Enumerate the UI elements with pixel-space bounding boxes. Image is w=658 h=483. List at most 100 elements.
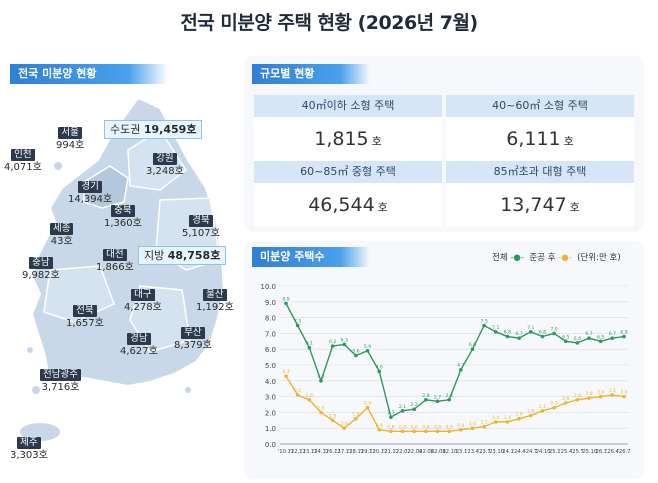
data-label: 2.7 — [434, 394, 441, 400]
data-label: 3.1 — [609, 388, 616, 394]
data-label: 1.0 — [469, 421, 476, 427]
scale-cell-large: 85㎡초과 대형 주택 13,747 호 — [446, 161, 634, 227]
region-daegu: 대구 4,278호 — [124, 289, 162, 313]
x-tick-label: '25.1 — [548, 449, 561, 455]
data-point — [482, 424, 486, 429]
y-tick-label: 10.0 — [260, 283, 276, 291]
region-incheon: 인천 4,071호 — [4, 149, 42, 173]
data-point — [622, 394, 626, 399]
data-label: 4.7 — [457, 363, 464, 369]
chart-panel — [244, 241, 644, 479]
region-jeju: 제주 3,303호 — [10, 437, 48, 461]
data-label: 2.2 — [411, 402, 418, 408]
data-point — [365, 405, 370, 410]
region-gyeongbuk: 경북 5,107호 — [182, 215, 220, 239]
data-point — [622, 334, 626, 339]
data-label: 5.6 — [352, 349, 359, 355]
data-label: 6.8 — [620, 330, 627, 336]
x-tick-label: '22.02 — [394, 449, 410, 455]
data-point — [528, 330, 533, 334]
data-point — [447, 397, 451, 402]
data-label: 2.8 — [306, 393, 313, 399]
data-point — [563, 339, 568, 344]
region-jeonbuk: 전북 1,657호 — [66, 305, 104, 329]
data-point — [459, 367, 463, 372]
data-point — [284, 301, 288, 306]
x-tick-label: '18.12 — [348, 449, 364, 455]
data-point — [424, 397, 428, 402]
data-point — [319, 410, 323, 415]
region-ulsan: 울산 1,192호 — [196, 289, 234, 313]
data-point — [540, 409, 545, 413]
data-point — [389, 429, 393, 434]
x-tick-label: '16.12 — [324, 449, 340, 455]
x-tick-label: '25.7 — [571, 449, 584, 455]
data-label: 2.6 — [562, 396, 569, 402]
data-label: 1.1 — [480, 420, 487, 426]
data-label: 1.4 — [504, 415, 511, 421]
data-label: 2.1 — [399, 404, 406, 410]
chart-section-tag: 미분양 주택수 — [252, 247, 370, 267]
data-label: 1.0 — [341, 421, 348, 427]
data-label: 3.0 — [620, 390, 627, 396]
data-label: 8.9 — [282, 296, 289, 302]
data-point — [575, 341, 580, 345]
data-label: 0.9 — [376, 423, 383, 429]
data-point — [412, 429, 417, 434]
data-point — [493, 330, 498, 334]
data-label: 6.7 — [515, 331, 522, 337]
data-point — [365, 348, 370, 353]
series-line-completed — [285, 375, 625, 433]
data-label: 4.6 — [376, 364, 383, 370]
data-point — [482, 323, 486, 328]
data-label: 6.2 — [329, 339, 336, 345]
data-point — [284, 374, 288, 378]
data-label: 6.1 — [306, 341, 313, 347]
data-label: 2.9 — [585, 391, 592, 397]
scale-cell-label: 40~60㎡ 소형 주택 — [446, 95, 634, 117]
data-point — [435, 399, 440, 404]
region-gyeonggi: 경기 14,394호 — [68, 181, 113, 205]
x-tick-label: '20.12 — [371, 449, 387, 455]
x-tick-label: '25.4 — [559, 449, 573, 455]
unsold-housing-line-chart: 0.0 1.0 2.0 3.0 4.0 5.0 6.0 7.0 8.0 9.0 10.0 '10.12… — [260, 283, 631, 455]
data-label: 2.3 — [364, 401, 371, 407]
data-label: 7.1 — [527, 325, 534, 331]
data-point — [307, 345, 312, 350]
legend-completed-label: 준공 후 — [529, 253, 556, 263]
data-label: 5.9 — [364, 344, 371, 350]
data-label: 4.3 — [282, 369, 289, 375]
data-point — [505, 334, 510, 339]
data-label: 1.6 — [515, 412, 522, 418]
region-daejeon: 대전 1,866호 — [96, 249, 134, 273]
data-label: 2.0 — [317, 405, 324, 411]
capital-area-callout: 수도권 19,459호 — [104, 120, 203, 139]
data-label: 3.1 — [294, 388, 301, 394]
data-label: 0.8 — [422, 424, 429, 430]
y-tick-label: 2.0 — [265, 409, 276, 417]
data-point — [389, 415, 393, 419]
data-point — [447, 429, 451, 434]
x-tick-label: '24.10 — [534, 449, 550, 455]
data-label: 6.7 — [585, 331, 592, 337]
data-point — [459, 427, 463, 432]
x-tick-label: '26.7 — [618, 449, 631, 455]
data-point — [563, 401, 568, 405]
data-point — [587, 336, 591, 340]
legend-total-marker: -●- — [510, 253, 524, 263]
scale-cell-label: 85㎡초과 대형 주택 — [446, 161, 634, 183]
x-tick-label: '23.4 — [466, 449, 480, 455]
data-point — [319, 379, 323, 383]
scale-cell-value: 6,111 호 — [446, 117, 634, 161]
y-tick-label: 6.0 — [265, 346, 276, 354]
data-point — [412, 407, 417, 412]
scale-cell-label: 60~85㎡ 중형 주택 — [254, 161, 442, 183]
data-point — [517, 416, 521, 421]
y-tick-label: 7.0 — [265, 330, 276, 338]
x-tick-label: '14.12 — [313, 449, 329, 455]
data-label: 1.4 — [492, 415, 499, 421]
y-tick-label: 3.0 — [265, 394, 276, 402]
x-tick-label: '12.12 — [290, 449, 306, 455]
x-tick-label: '17.12 — [336, 449, 352, 455]
unit-note: (단위:만 호) — [577, 253, 621, 263]
